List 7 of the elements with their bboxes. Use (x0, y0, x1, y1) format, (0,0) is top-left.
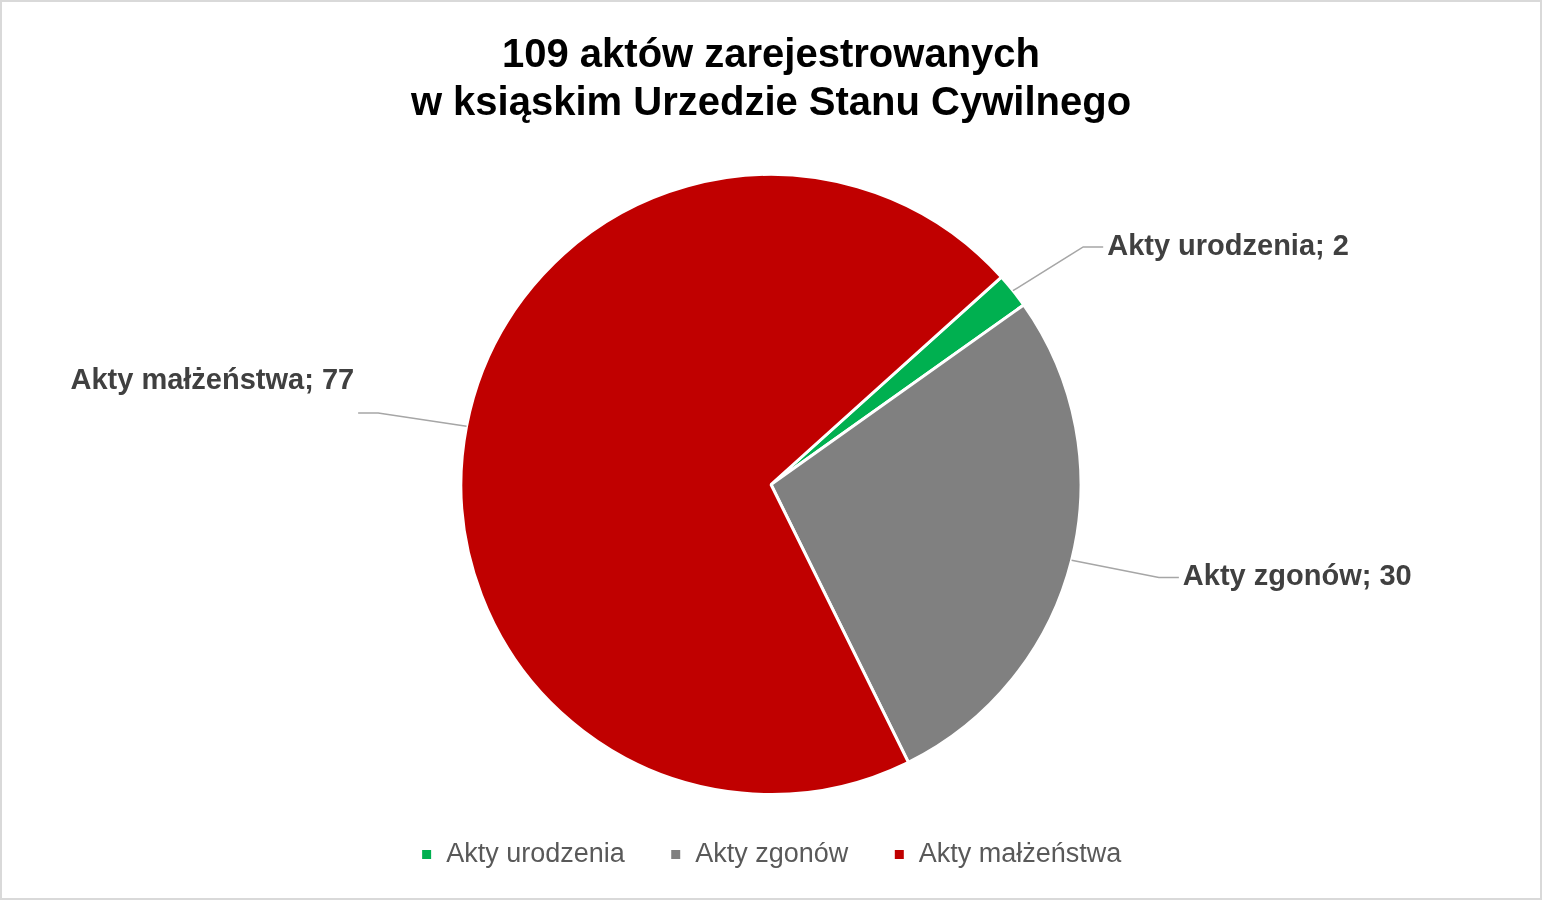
data-label: Akty zgonów; 30 (1182, 559, 1412, 592)
chart-title: 109 aktów zarejestrowanych w ksiąskim Urzedzie Stanu Cywilnego (409, 31, 1132, 124)
data-label: Akty urodzenia; 2 (1107, 228, 1349, 261)
legend-label: Akty małżeństwa (918, 837, 1123, 868)
legend-label: Akty zgonów (695, 837, 849, 868)
legend-label: Akty urodzenia (446, 837, 626, 868)
data-label: Akty małżeństwa; 77 (70, 363, 355, 396)
